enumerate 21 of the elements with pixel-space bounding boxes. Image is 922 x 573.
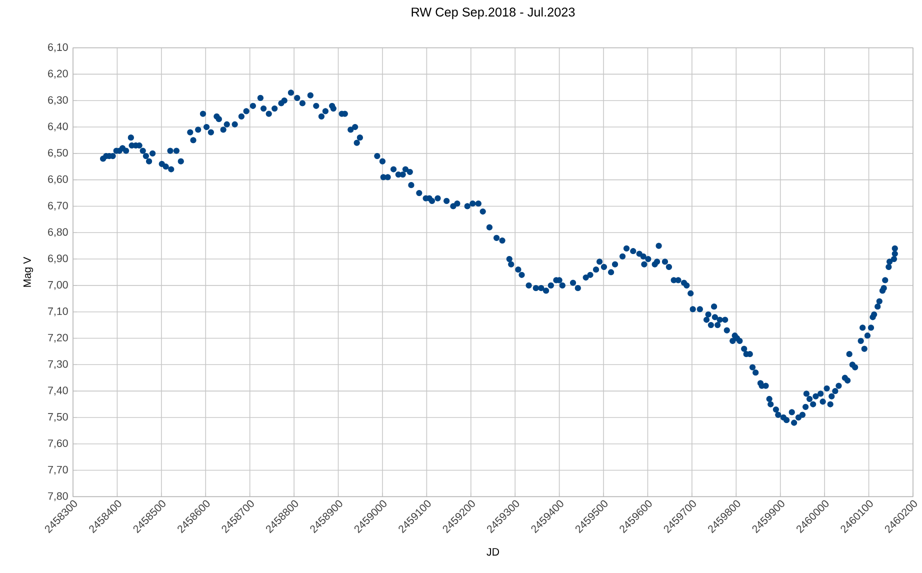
y-tick-label: 6,70 [48, 202, 68, 211]
y-tick-label: 6,60 [48, 175, 68, 184]
y-tick-label: 7,70 [48, 466, 68, 475]
y-tick-label: 7,80 [48, 492, 68, 502]
y-axis-title: Mag V [23, 256, 34, 287]
y-tick-label: 7,30 [48, 360, 68, 370]
y-tick-label: 7,40 [48, 386, 68, 396]
y-tick-label: 7,00 [48, 281, 68, 290]
y-tick-label: 6,20 [48, 70, 68, 79]
y-tick-label: 7,60 [48, 439, 68, 448]
y-tick-label: 6,90 [48, 254, 68, 264]
y-tick-label: 7,50 [48, 413, 68, 422]
y-tick-label: 6,10 [48, 43, 68, 52]
chart-title: RW Cep Sep.2018 - Jul.2023 [412, 7, 575, 20]
y-tick-label: 6,80 [48, 228, 68, 238]
y-tick-label: 7,20 [48, 334, 68, 343]
y-tick-label: 6,30 [48, 96, 68, 106]
y-tick-label: 6,40 [48, 122, 68, 132]
y-tick-label: 6,50 [48, 149, 68, 158]
x-axis-title: JD [486, 548, 500, 556]
y-tick-label: 7,10 [48, 307, 68, 316]
